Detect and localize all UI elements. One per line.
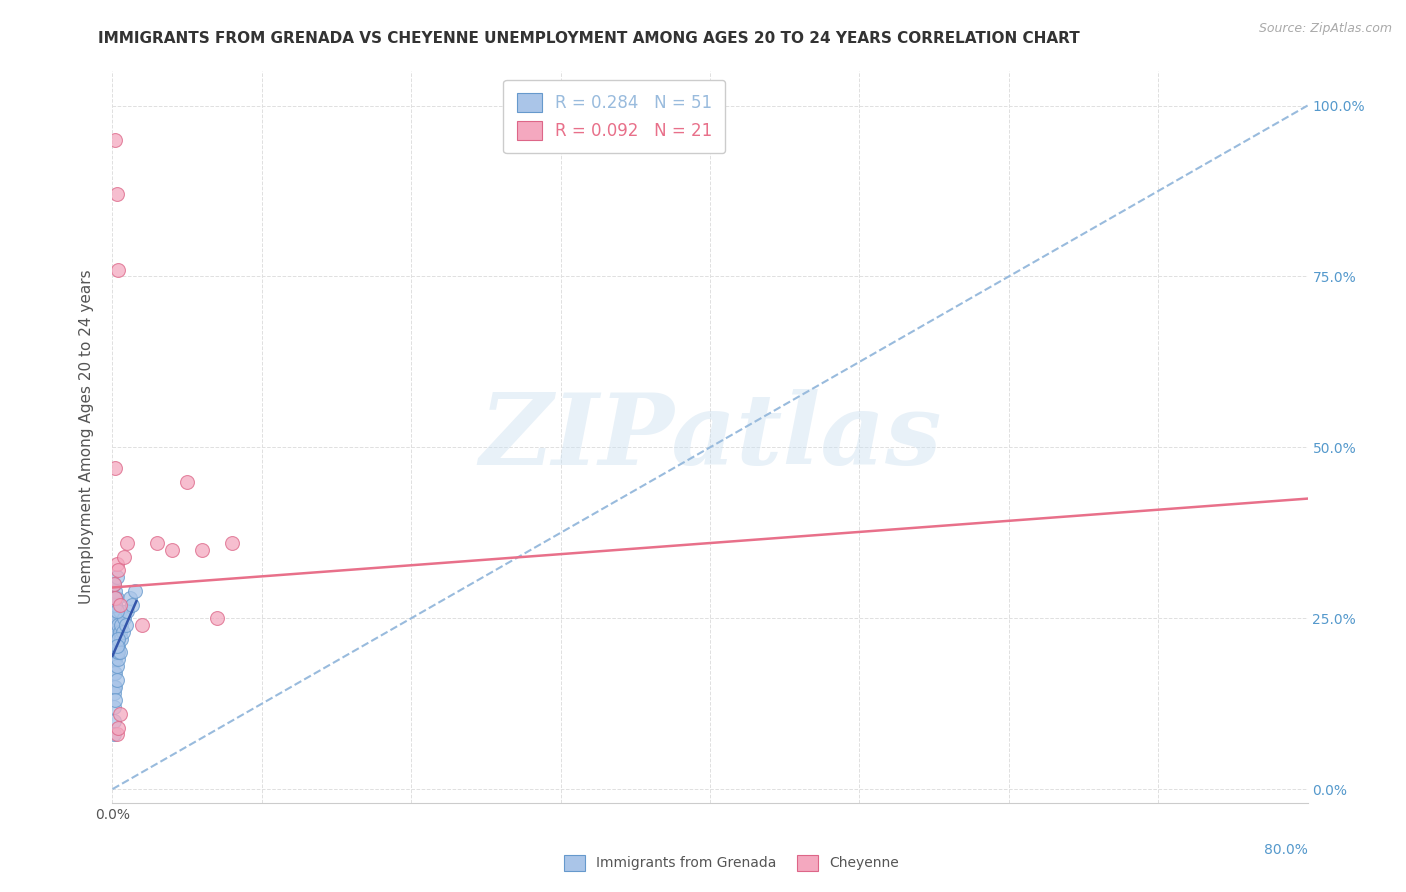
Point: [107, 632, 129, 646]
Point: [121, 598, 143, 612]
Point: [103, 632, 125, 646]
Point: [107, 632, 129, 646]
Point: [221, 536, 243, 550]
Point: [104, 583, 127, 598]
Point: [104, 591, 127, 605]
Point: [104, 604, 127, 618]
Point: [108, 645, 131, 659]
Point: [104, 598, 127, 612]
Point: [105, 727, 128, 741]
Point: [117, 604, 139, 618]
Point: [124, 583, 146, 598]
Point: [114, 549, 135, 564]
Point: [191, 542, 214, 557]
Point: [110, 618, 132, 632]
Point: [120, 591, 142, 605]
Point: [104, 624, 127, 639]
Point: [205, 611, 228, 625]
Point: [107, 721, 129, 735]
Point: [104, 460, 127, 475]
Point: [105, 611, 128, 625]
Point: [115, 618, 138, 632]
Point: [114, 611, 135, 625]
Point: [146, 536, 169, 550]
Point: [104, 665, 127, 680]
Point: [105, 591, 128, 605]
Point: [108, 604, 131, 618]
Point: [107, 618, 129, 632]
Point: [104, 652, 127, 666]
Point: [104, 680, 127, 694]
Point: [107, 645, 129, 659]
Legend: Immigrants from Grenada, Cheyenne: Immigrants from Grenada, Cheyenne: [558, 849, 904, 876]
Point: [103, 714, 125, 728]
Point: [105, 639, 128, 653]
Point: [105, 659, 128, 673]
Point: [103, 700, 125, 714]
Point: [103, 639, 125, 653]
Text: ZIPatlas: ZIPatlas: [479, 389, 941, 485]
Point: [103, 577, 125, 591]
Point: [131, 618, 153, 632]
Point: [105, 187, 128, 202]
Point: [108, 706, 131, 721]
Point: [103, 577, 125, 591]
Point: [117, 536, 139, 550]
Text: IMMIGRANTS FROM GRENADA VS CHEYENNE UNEMPLOYMENT AMONG AGES 20 TO 24 YEARS CORRE: IMMIGRANTS FROM GRENADA VS CHEYENNE UNEM…: [98, 31, 1080, 46]
Point: [107, 262, 129, 277]
Point: [105, 632, 128, 646]
Point: [105, 604, 128, 618]
Text: Source: ZipAtlas.com: Source: ZipAtlas.com: [1258, 22, 1392, 36]
Point: [176, 475, 198, 489]
Point: [105, 624, 128, 639]
Y-axis label: Unemployment Among Ages 20 to 24 years: Unemployment Among Ages 20 to 24 years: [79, 269, 94, 605]
Point: [104, 618, 127, 632]
Point: [103, 727, 125, 741]
Point: [111, 624, 134, 639]
Point: [104, 591, 127, 605]
Point: [107, 652, 129, 666]
Point: [103, 611, 125, 625]
Point: [105, 570, 128, 584]
Point: [108, 598, 131, 612]
Point: [103, 680, 125, 694]
Point: [103, 652, 125, 666]
Legend: R = 0.284   N = 51, R = 0.092   N = 21: R = 0.284 N = 51, R = 0.092 N = 21: [503, 79, 725, 153]
Point: [104, 133, 127, 147]
Point: [110, 632, 132, 646]
Point: [162, 542, 183, 557]
Point: [103, 686, 125, 700]
Point: [107, 639, 129, 653]
Point: [108, 624, 131, 639]
Point: [107, 563, 129, 577]
Point: [105, 645, 128, 659]
Point: [105, 557, 128, 571]
Point: [105, 673, 128, 687]
Point: [104, 639, 127, 653]
Point: [103, 665, 125, 680]
Point: [104, 598, 127, 612]
Text: 80.0%: 80.0%: [1264, 843, 1308, 857]
Point: [104, 693, 127, 707]
